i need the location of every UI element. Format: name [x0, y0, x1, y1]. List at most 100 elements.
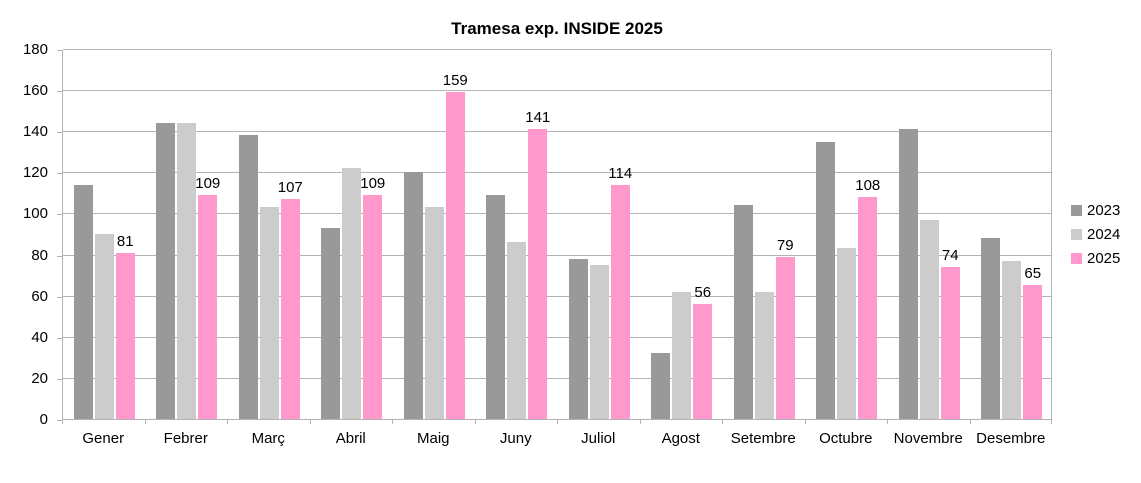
bar-group-desembre: 65 — [971, 50, 1054, 419]
bar-2023-juny — [486, 194, 506, 419]
legend-item-2024: 2024 — [1071, 227, 1120, 242]
x-axis-tick — [1051, 420, 1052, 424]
x-axis-tick — [557, 420, 558, 424]
legend-item-2025: 2025 — [1071, 251, 1120, 266]
bar-2024-juliol — [589, 264, 609, 419]
bar-2024-març — [259, 207, 279, 419]
y-axis-label-20: 20 — [31, 369, 48, 387]
x-axis-tick — [639, 420, 641, 424]
bar-2023-març — [238, 135, 258, 419]
y-axis-tick-100 — [57, 214, 62, 216]
chart-title: Tramesa exp. INSIDE 2025 — [451, 19, 663, 38]
bar-group-agost: 56 — [641, 50, 724, 419]
y-axis-label-0: 0 — [39, 411, 48, 428]
y-axis: 0 20 40 60 80 100 120 140 160 180 — [0, 41, 62, 428]
data-label-2025-agost: 56 — [694, 283, 712, 301]
legend-label-2025: 2025 — [1087, 250, 1121, 267]
bar-2025-novembre — [940, 266, 960, 419]
y-axis-tick-120 — [57, 173, 62, 175]
legend-swatch-2025 — [1071, 253, 1082, 264]
x-axis-tick — [969, 420, 971, 424]
data-label-2025-setembre: 79 — [776, 236, 794, 254]
bar-2025-juliol — [610, 184, 630, 419]
x-axis-label-febrer: Febrer — [163, 430, 208, 447]
bar-group-gener: 81 — [63, 50, 146, 419]
x-axis-label-agost: Agost — [661, 430, 700, 447]
gridline-60 — [63, 295, 1051, 297]
bar-2023-gener — [73, 184, 93, 419]
y-axis-label-160: 160 — [22, 82, 48, 100]
bar-2025-agost — [693, 303, 713, 419]
gridline-100 — [63, 213, 1051, 215]
y-axis-label-40: 40 — [31, 328, 48, 346]
x-axis-tick — [392, 420, 393, 424]
bar-2024-setembre — [754, 291, 774, 419]
bar-2025-maig — [445, 92, 465, 419]
bar-2023-novembre — [898, 129, 918, 419]
x-axis-label-març: Març — [251, 430, 285, 447]
data-label-2025-novembre: 74 — [941, 246, 959, 264]
y-axis-tick-20 — [57, 378, 62, 380]
data-label-2025-juliol: 114 — [608, 164, 633, 182]
bar-2023-febrer — [156, 123, 176, 419]
bar-2025-gener — [115, 252, 135, 419]
gridline-20 — [63, 377, 1051, 379]
bar-group-novembre: 74 — [888, 50, 971, 419]
x-axis: Gener Febrer Març Abril Maig Juny Juliol Agost S… — [62, 420, 1052, 460]
gridline-140 — [63, 131, 1051, 133]
legend: 2023 2024 2025 — [1071, 203, 1120, 275]
bar-2024-juny — [507, 242, 527, 419]
gridline-160 — [63, 90, 1051, 92]
bar-2025-octubre — [858, 197, 878, 419]
bar-2024-octubre — [837, 248, 857, 419]
data-label-2025-març: 107 — [277, 179, 303, 197]
bar-2025-desembre — [1023, 285, 1043, 419]
bar-group-abril: 109 — [311, 50, 394, 419]
x-axis-label-juliol: Juliol — [581, 430, 616, 447]
bar-2023-juliol — [568, 258, 588, 419]
legend-label-2024: 2024 — [1087, 226, 1121, 243]
x-axis-tick — [227, 420, 228, 424]
x-axis-tick — [722, 420, 723, 424]
x-axis-tick — [144, 420, 146, 424]
x-axis-label-juny: Juny — [499, 430, 532, 447]
data-label-2025-juny: 141 — [525, 109, 551, 127]
gridline-120 — [63, 172, 1051, 174]
data-label-2025-maig: 159 — [442, 72, 468, 90]
bar-2024-gener — [94, 234, 114, 419]
y-axis-label-140: 140 — [22, 123, 48, 141]
bar-group-setembre: 79 — [723, 50, 806, 419]
bar-2024-desembre — [1002, 260, 1022, 419]
y-axis-tick-160 — [57, 91, 62, 93]
bar-2025-abril — [363, 194, 383, 419]
bar-group-octubre: 108 — [806, 50, 889, 419]
bar-2023-maig — [403, 172, 423, 419]
bar-2023-desembre — [981, 238, 1001, 419]
legend-label-2023: 2023 — [1087, 202, 1121, 219]
y-axis-label-120: 120 — [22, 164, 48, 182]
x-axis-tick — [474, 420, 476, 424]
bar-2025-juny — [528, 129, 548, 419]
bar-group-febrer: 109 — [146, 50, 229, 419]
x-axis-label-desembre: Desembre — [976, 430, 1046, 447]
legend-swatch-2024 — [1071, 229, 1082, 240]
bar-2025-febrer — [198, 194, 218, 419]
bar-group-juliol: 114 — [558, 50, 641, 419]
y-axis-label-80: 80 — [31, 246, 48, 264]
data-label-2025-febrer: 109 — [195, 174, 221, 192]
y-axis-tick-180 — [57, 50, 62, 51]
bar-2025-març — [280, 199, 300, 419]
x-axis-tick — [309, 420, 311, 424]
y-axis-tick-40 — [57, 337, 62, 339]
y-axis-tick-140 — [57, 132, 62, 134]
x-axis-tick — [804, 420, 806, 424]
y-axis-tick-60 — [57, 296, 62, 298]
data-label-2025-gener: 81 — [116, 232, 134, 250]
x-axis-label-novembre: Novembre — [893, 430, 963, 447]
gridline-180 — [63, 49, 1051, 50]
y-axis-label-60: 60 — [31, 287, 48, 305]
plot-area: 81 109 107 109 159 141 114 56 79 108 74 65 — [62, 49, 1054, 420]
bar-2023-abril — [321, 227, 341, 419]
bar-2024-abril — [342, 168, 362, 419]
legend-swatch-2023 — [1071, 205, 1082, 216]
